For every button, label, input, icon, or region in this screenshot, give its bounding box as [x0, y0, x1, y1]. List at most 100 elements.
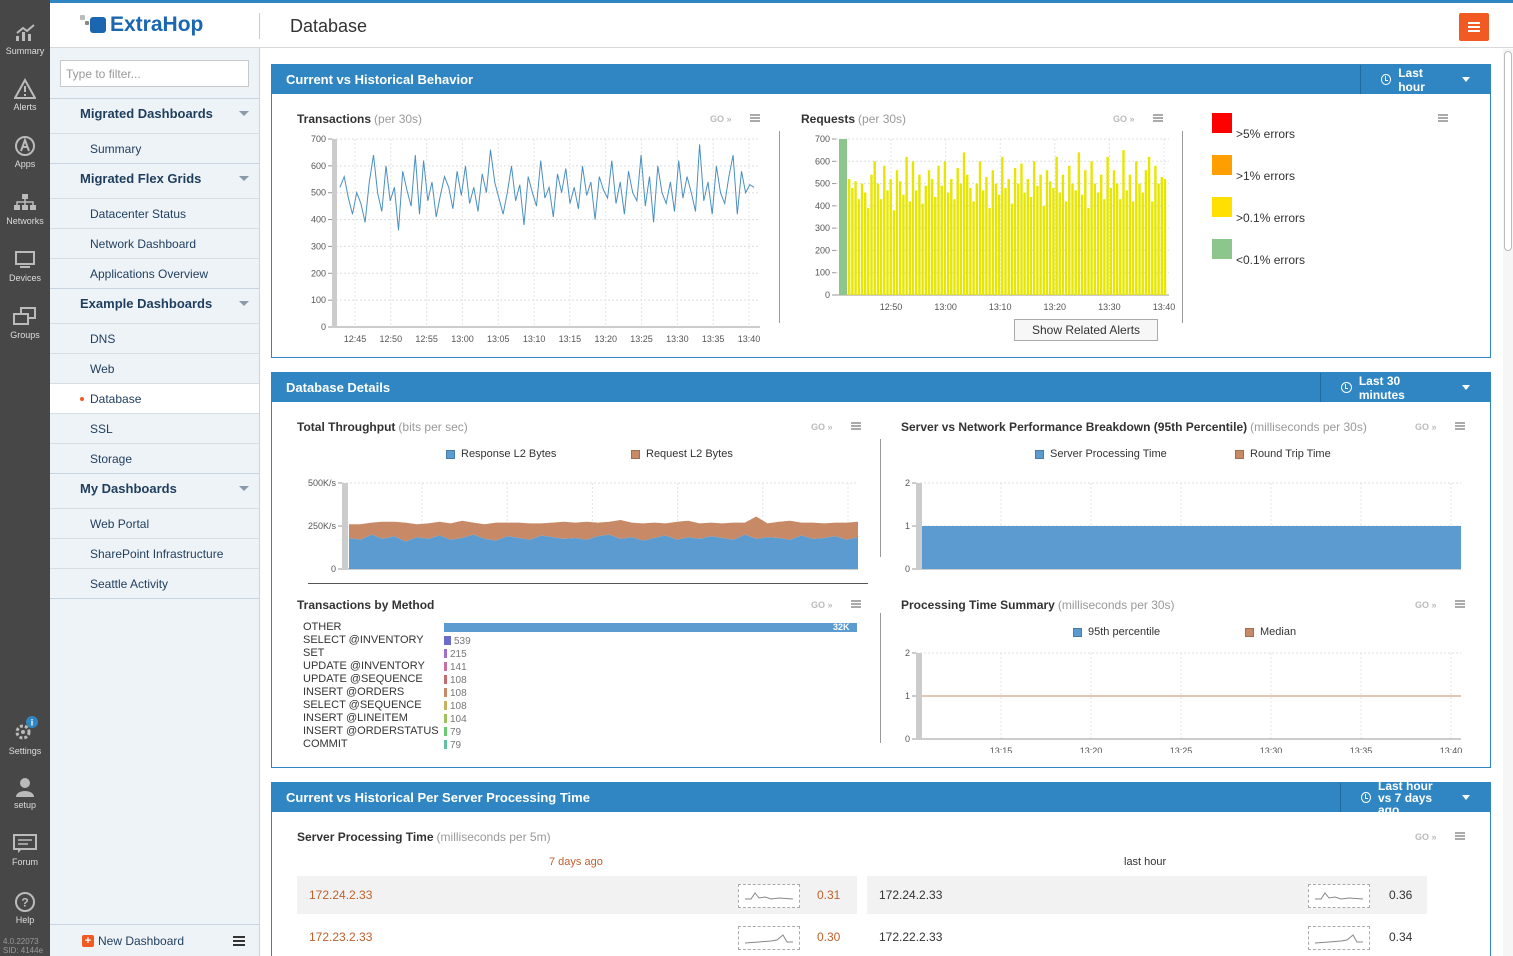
- widget-menu-icon[interactable]: [1455, 832, 1465, 840]
- y-tick-label: 0: [321, 322, 326, 332]
- rail-apps[interactable]: Apps: [0, 135, 50, 169]
- nav-item[interactable]: Database: [50, 383, 259, 413]
- x-tick-label: 12:55: [415, 334, 438, 344]
- go-link[interactable]: GO »: [811, 600, 833, 610]
- rail-devices[interactable]: Devices: [0, 249, 50, 283]
- requests-bar: [1001, 156, 1004, 295]
- page-scrollbar[interactable]: [1503, 49, 1513, 956]
- nav-group[interactable]: Migrated Flex Grids: [50, 163, 259, 193]
- menu-line: [1438, 120, 1448, 122]
- nav-item[interactable]: Datacenter Status: [50, 198, 259, 228]
- widget-menu-icon[interactable]: [851, 600, 861, 608]
- method-bar[interactable]: [444, 623, 857, 632]
- scrollbar-thumb[interactable]: [1504, 51, 1512, 251]
- widget-menu-icon[interactable]: [1455, 600, 1465, 608]
- server-row[interactable]: 172.23.2.33 0.30: [297, 918, 857, 956]
- requests-bar: [879, 199, 883, 295]
- time-selector[interactable]: Last hour: [1360, 65, 1490, 94]
- widget-menu-icon[interactable]: [1438, 114, 1448, 122]
- rail-setup[interactable]: setup: [0, 776, 50, 810]
- widget-menu-icon[interactable]: [750, 114, 760, 122]
- requests-bar: [1074, 190, 1077, 295]
- main-menu-button[interactable]: [1459, 13, 1489, 41]
- menu-line: [750, 117, 760, 119]
- nav-group[interactable]: My Dashboards: [50, 473, 259, 503]
- method-bar[interactable]: [444, 675, 447, 684]
- chevron-down-icon[interactable]: [239, 486, 249, 491]
- widget-menu-icon[interactable]: [1455, 422, 1465, 430]
- nav-item[interactable]: Storage: [50, 443, 259, 473]
- method-bar[interactable]: [444, 740, 447, 749]
- requests-bar: [1058, 192, 1061, 295]
- menu-line: [233, 944, 245, 946]
- method-bar[interactable]: [444, 649, 447, 658]
- legend-median[interactable]: Median: [1245, 626, 1296, 638]
- y-tick-label: 1: [905, 521, 910, 531]
- requests-bar: [1090, 161, 1093, 295]
- nav-item[interactable]: Summary: [50, 133, 259, 163]
- time-selector[interactable]: Last 30 minutes: [1320, 373, 1490, 402]
- rail-alerts[interactable]: Alerts: [0, 78, 50, 112]
- nav-item[interactable]: SharePoint Infrastructure: [50, 538, 259, 568]
- nav-group[interactable]: Example Dashboards: [50, 288, 259, 318]
- server-ip[interactable]: 172.24.2.33: [879, 888, 943, 902]
- rail-alerts-label: Alerts: [13, 102, 37, 112]
- new-dashboard-button[interactable]: + New Dashboard: [82, 934, 184, 948]
- legend-95th[interactable]: 95th percentile: [1073, 626, 1160, 638]
- go-link[interactable]: GO »: [1113, 114, 1135, 124]
- go-link[interactable]: GO »: [1415, 600, 1437, 610]
- legend-server-processing[interactable]: Server Processing Time: [1035, 448, 1167, 460]
- chart-y-band: [342, 483, 348, 569]
- server-ip[interactable]: 172.22.2.33: [879, 930, 943, 944]
- legend-swatch: [631, 449, 640, 459]
- rail-summary[interactable]: Summary: [0, 22, 50, 56]
- rail-settings[interactable]: i Settings: [0, 716, 50, 756]
- chevron-down-icon[interactable]: [239, 176, 249, 181]
- time-selector[interactable]: Last hour vs 7 days ago: [1340, 780, 1490, 816]
- method-bar[interactable]: [444, 714, 447, 723]
- go-link[interactable]: GO »: [1415, 422, 1437, 432]
- chevron-down-icon[interactable]: [239, 301, 249, 306]
- rail-help[interactable]: ? Help: [0, 891, 50, 925]
- legend-label: 95th percentile: [1088, 626, 1161, 638]
- sidebar-menu-icon[interactable]: [233, 936, 245, 946]
- chevron-down-icon[interactable]: [239, 111, 249, 116]
- legend-round-trip[interactable]: Round Trip Time: [1235, 448, 1331, 460]
- method-bar[interactable]: [444, 688, 447, 697]
- nav-item[interactable]: Seattle Activity: [50, 568, 259, 598]
- rail-groups[interactable]: Groups: [0, 306, 50, 340]
- server-row[interactable]: 172.22.2.33 0.34: [867, 918, 1427, 956]
- go-link[interactable]: GO »: [1415, 832, 1437, 842]
- server-row[interactable]: 172.24.2.33 0.31: [297, 876, 857, 914]
- menu-line: [1153, 114, 1163, 116]
- go-link[interactable]: GO »: [811, 422, 833, 432]
- widget-menu-icon[interactable]: [851, 422, 861, 430]
- go-link[interactable]: GO »: [710, 114, 732, 124]
- legend-request-bytes[interactable]: Request L2 Bytes: [631, 448, 733, 460]
- requests-bar: [924, 185, 927, 295]
- method-bar[interactable]: [444, 636, 451, 645]
- nav-item[interactable]: Network Dashboard: [50, 228, 259, 258]
- nav-item[interactable]: DNS: [50, 323, 259, 353]
- requests-bar: [870, 174, 873, 295]
- nav-item[interactable]: Web: [50, 353, 259, 383]
- server-ip[interactable]: 172.24.2.33: [309, 888, 373, 902]
- rail-forum[interactable]: Forum: [0, 833, 50, 867]
- method-bar[interactable]: [444, 727, 447, 736]
- nav-group[interactable]: Migrated Dashboards: [50, 98, 259, 128]
- method-bar[interactable]: [444, 662, 447, 671]
- widget-menu-icon[interactable]: [1153, 114, 1163, 122]
- server-row[interactable]: 172.24.2.33 0.36: [867, 876, 1427, 914]
- method-bar[interactable]: [444, 701, 447, 710]
- filter-input[interactable]: [60, 60, 249, 87]
- show-related-alerts-button[interactable]: Show Related Alerts: [1014, 319, 1158, 341]
- legend-response-bytes[interactable]: Response L2 Bytes: [446, 448, 556, 460]
- nav-item[interactable]: Applications Overview: [50, 258, 259, 288]
- region-current-vs-historical: Current vs Historical Behavior Last hour…: [271, 64, 1491, 358]
- nav-item[interactable]: Web Portal: [50, 508, 259, 538]
- server-ip[interactable]: 172.23.2.33: [309, 930, 373, 944]
- rail-networks[interactable]: Networks: [0, 192, 50, 226]
- extrahop-logo[interactable]: ExtraHop: [80, 13, 203, 37]
- nav-item[interactable]: SSL: [50, 413, 259, 443]
- sidebar-footer: + New Dashboard: [50, 924, 259, 956]
